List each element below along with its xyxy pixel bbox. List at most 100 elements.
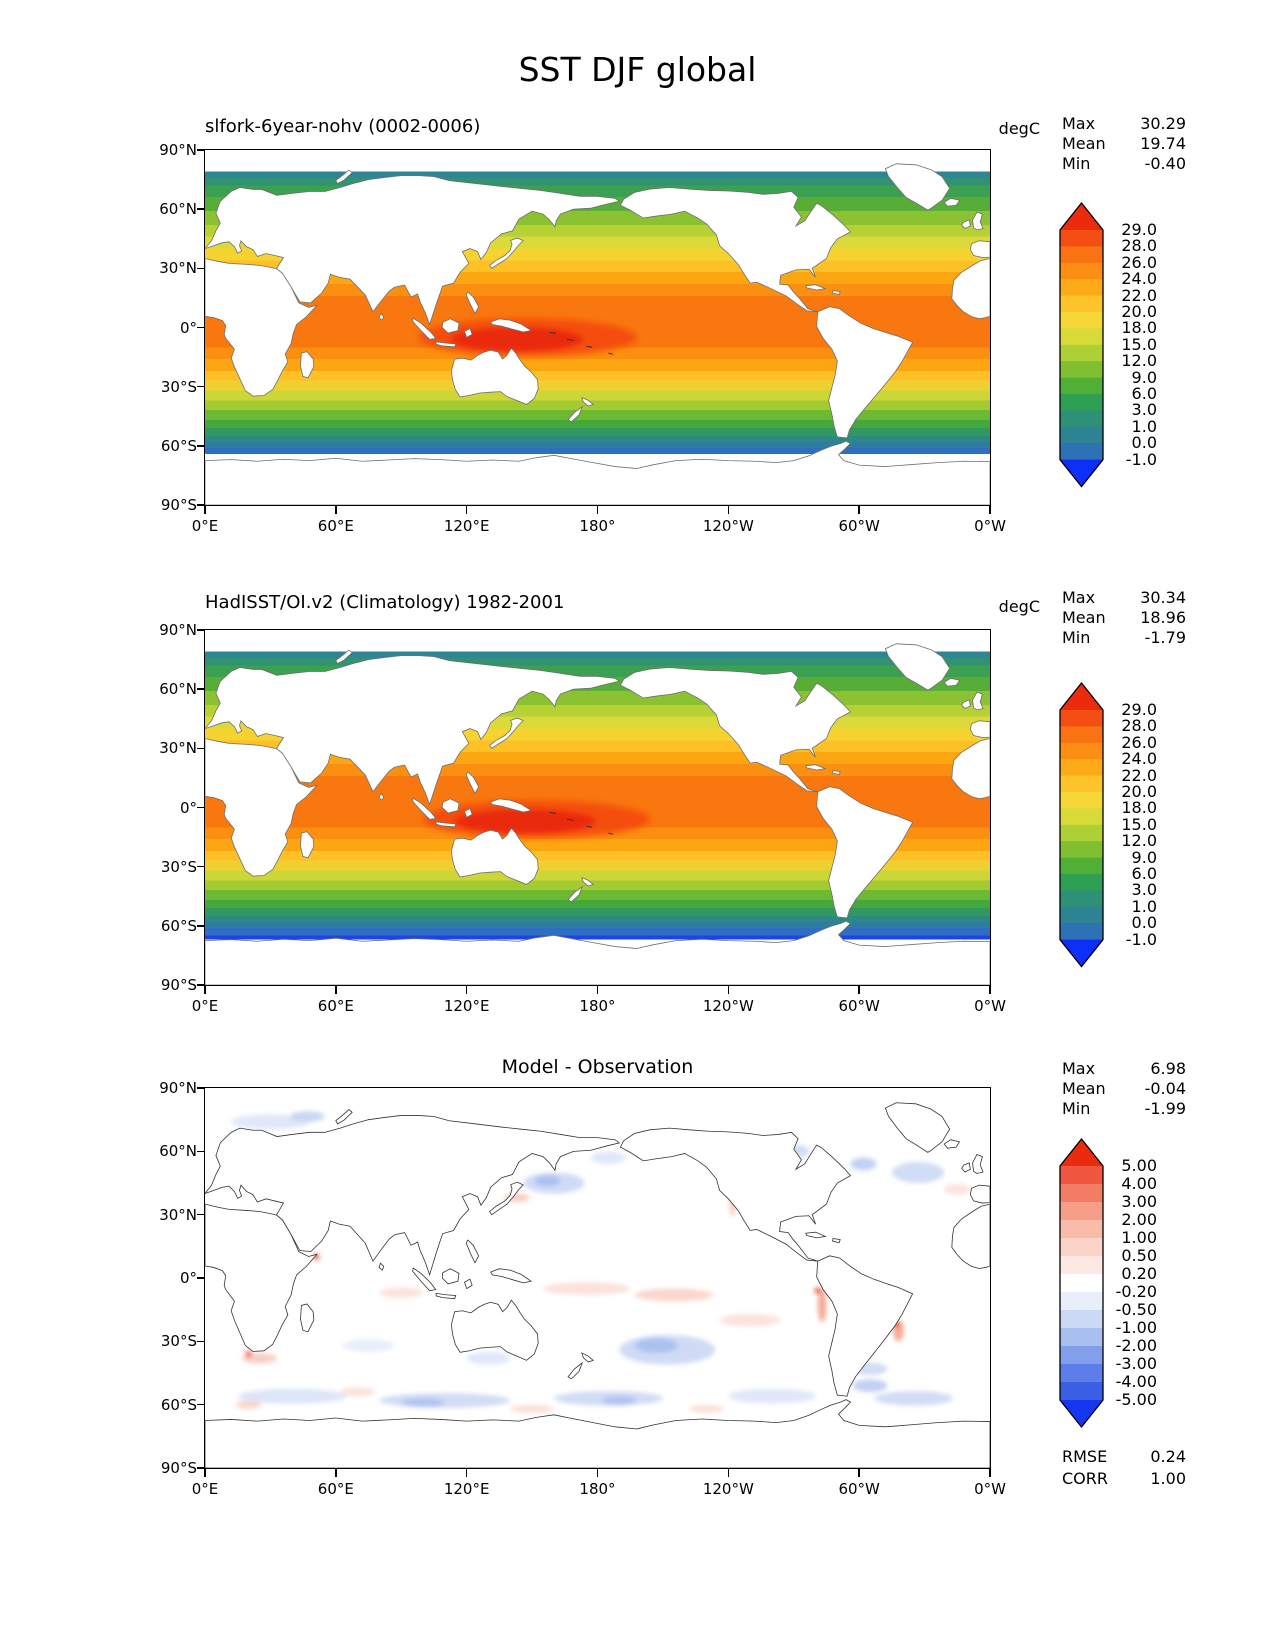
axis-tick-label-x: 60°E xyxy=(317,997,354,1015)
axis-tick-label-y: 0° xyxy=(179,318,197,337)
colorbar-tick-label: -1.00 xyxy=(1115,1318,1157,1337)
colorbar xyxy=(1059,202,1104,488)
axis-tick-mark xyxy=(197,326,205,329)
stat-value: 30.29 xyxy=(1140,114,1186,133)
stat-row: Min -0.40 xyxy=(1062,154,1186,174)
stat-label: Min xyxy=(1062,1099,1091,1118)
stat-value: -0.04 xyxy=(1144,1079,1186,1098)
axis-tick-label-x: 180° xyxy=(579,997,616,1015)
axis-tick-label-y: 0° xyxy=(179,798,197,817)
colorbar-tick-label: 20.0 xyxy=(1121,302,1157,321)
stat-label: CORR xyxy=(1062,1469,1108,1488)
stat-label: Min xyxy=(1062,628,1091,647)
axis-tick-mark xyxy=(197,806,205,809)
colorbar-tick-label: 15.0 xyxy=(1121,334,1157,354)
axis-tick-label-x: 0°W xyxy=(974,517,1006,535)
axis-tick-label-x: 0°E xyxy=(191,517,219,535)
axis-tick-mark xyxy=(858,1469,860,1477)
axis-tick-label-y: 60°N xyxy=(159,1142,197,1161)
stat-label: Max xyxy=(1062,1059,1096,1078)
colorbar-tick-label: 2.00 xyxy=(1121,1210,1157,1229)
axis-tick-label-y: 90°S xyxy=(160,496,197,514)
map-difference xyxy=(205,1088,990,1468)
colorbar-tick-label: 12.0 xyxy=(1121,351,1157,371)
colorbar-tick-label: 5.00 xyxy=(1121,1156,1157,1175)
colorbar-tick-label: -1.0 xyxy=(1125,449,1157,469)
stat-row: Mean 18.96 xyxy=(1062,608,1186,628)
colorbar-tick-label: 0.0 xyxy=(1131,433,1157,453)
panel-title-observation: HadISST/OI.v2 (Climatology) 1982-2001 xyxy=(205,592,565,613)
stat-label: RMSE xyxy=(1062,1447,1108,1466)
axis-tick-mark xyxy=(197,208,205,210)
axis-tick-mark xyxy=(727,986,730,994)
axis-tick-mark xyxy=(204,506,206,514)
axis-tick-label-y: 60°N xyxy=(159,680,197,699)
axis-tick-label-x: 120°E xyxy=(443,517,490,535)
axis-tick-label-x: 0°W xyxy=(974,997,1006,1015)
colorbar-tick-label: 28.0 xyxy=(1121,236,1157,256)
axis-tick-mark xyxy=(204,986,206,994)
warm-pool xyxy=(418,318,637,357)
axis-tick-label-y: 30°N xyxy=(159,1205,197,1224)
colorbar-tick-label: 29.0 xyxy=(1121,700,1157,719)
colorbar-tick-label: 9.0 xyxy=(1131,367,1157,387)
stat-value: -1.99 xyxy=(1144,1099,1186,1118)
axis-tick-mark xyxy=(465,986,468,994)
axis-tick-label-y: 30°S xyxy=(160,377,197,396)
axis-tick-label-x: 0°E xyxy=(191,1480,219,1498)
stat-row: Min -1.79 xyxy=(1062,628,1186,648)
colorbar-tick-label: 6.0 xyxy=(1131,384,1157,403)
axis-tick-label-y: 60°S xyxy=(160,1395,197,1414)
axis-tick-mark xyxy=(596,986,599,994)
stat-row: Mean 19.74 xyxy=(1062,134,1186,154)
axis-tick-mark xyxy=(989,506,991,514)
colorbar-tick-label: 22.0 xyxy=(1121,765,1157,785)
colorbar-tick-label: 1.0 xyxy=(1131,416,1157,436)
axis-tick-label-y: 60°N xyxy=(159,200,197,219)
axis-tick-mark xyxy=(197,1403,205,1406)
axis-tick-label-y: 60°S xyxy=(160,436,197,455)
axis-tick-mark xyxy=(197,149,205,151)
stat-row: Max 6.98 xyxy=(1062,1059,1186,1079)
axis-tick-mark xyxy=(197,385,205,388)
colorbar-tick-label: -0.50 xyxy=(1115,1300,1157,1319)
axis-tick-label-y: 30°S xyxy=(160,1332,197,1351)
axis-tick-mark xyxy=(197,747,205,750)
colorbar-tick-label: 29.0 xyxy=(1121,220,1157,239)
stat-row: Max 30.29 xyxy=(1062,114,1186,134)
colorbar-tick-label: 18.0 xyxy=(1121,318,1157,338)
map-model xyxy=(205,150,990,505)
colorbar-tick-label: -2.00 xyxy=(1115,1336,1157,1355)
stat-value: 30.34 xyxy=(1140,588,1186,607)
axis-tick-mark xyxy=(197,865,205,868)
axis-tick-label-x: 180° xyxy=(579,517,616,535)
axis-tick-mark xyxy=(197,445,205,447)
axis-tick-mark xyxy=(197,688,205,690)
axis-tick-mark xyxy=(197,1277,205,1279)
axis-tick-mark xyxy=(197,1087,205,1089)
stat-label: Min xyxy=(1062,154,1091,173)
colorbar-tick-label: 3.0 xyxy=(1131,880,1157,900)
colorbar-tick-label: 3.00 xyxy=(1121,1192,1157,1211)
axis-tick-mark xyxy=(197,629,205,631)
stat-value: 19.74 xyxy=(1140,134,1186,153)
axis-tick-mark xyxy=(197,1467,205,1469)
colorbar-tick-label: 20.0 xyxy=(1121,782,1157,801)
axis-tick-label-y: 90°S xyxy=(160,976,197,994)
axis-tick-label-y: 90°N xyxy=(159,1079,197,1097)
axis-tick-label-y: 0° xyxy=(179,1269,197,1287)
colorbar-tick-label: 28.0 xyxy=(1121,716,1157,736)
axis-tick-label-x: 120°W xyxy=(702,997,754,1015)
axis-tick-mark xyxy=(465,506,468,514)
corr-row: CORR 1.00 xyxy=(1062,1469,1186,1489)
axis-tick-label-y: 30°S xyxy=(160,857,197,876)
units-label: degC xyxy=(998,119,1040,138)
axis-tick-mark xyxy=(197,1213,205,1216)
axis-tick-mark xyxy=(596,506,599,514)
axis-tick-label-x: 0°E xyxy=(191,997,219,1015)
axis-tick-label-x: 0°W xyxy=(974,1480,1006,1498)
colorbar-tick-label: 1.00 xyxy=(1121,1228,1157,1247)
axis-tick-mark xyxy=(596,1469,599,1477)
axis-tick-mark xyxy=(197,1340,205,1343)
